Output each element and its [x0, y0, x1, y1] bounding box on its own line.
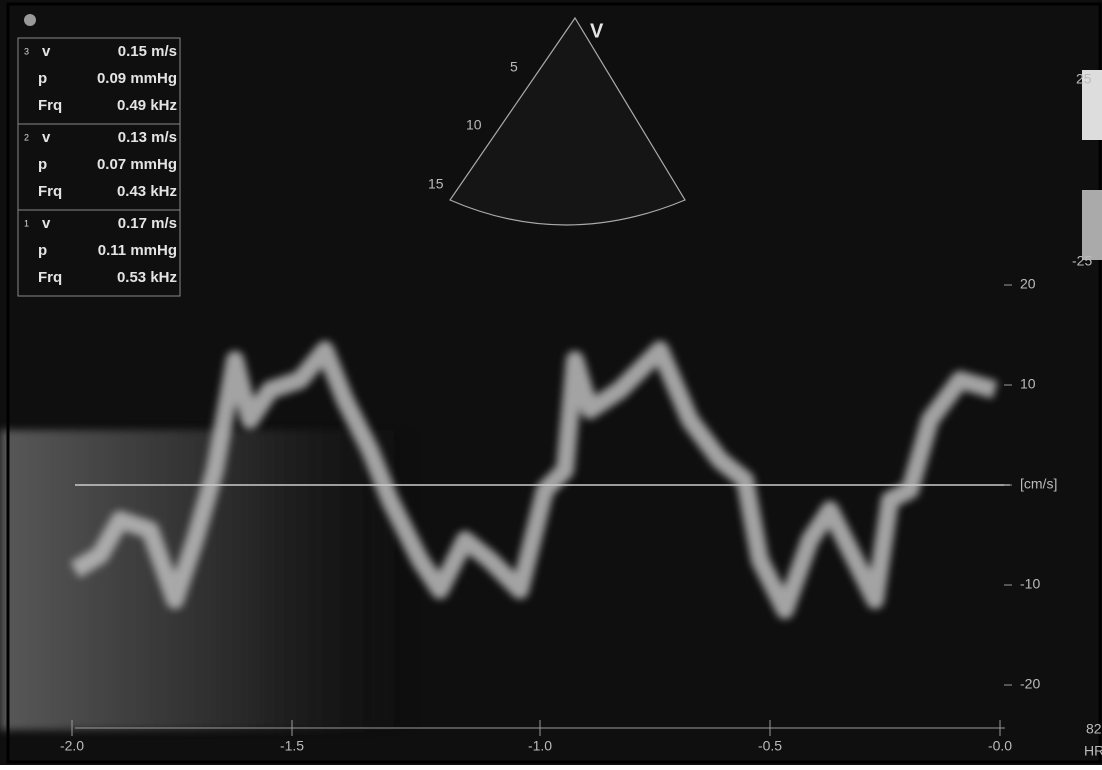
- velocity-label: [cm/s]: [1020, 476, 1057, 492]
- measurement-label: p: [38, 156, 47, 173]
- measurement-label: p: [38, 242, 47, 259]
- time-label: -0.0: [988, 738, 1012, 754]
- measurement-value: 0.43 kHz: [117, 183, 177, 200]
- measurement-value: 0.07 mmHg: [97, 156, 177, 173]
- color-bar: [1082, 190, 1102, 260]
- sector-depth: 10: [466, 117, 482, 133]
- icon: [24, 14, 36, 26]
- measurement-label: Frq: [38, 183, 62, 200]
- measurement-value: 0.15 m/s: [118, 43, 177, 60]
- velocity-label: 10: [1020, 376, 1036, 392]
- heart-rate-label: HR: [1084, 743, 1102, 759]
- sector-depth: 15: [428, 176, 444, 192]
- measurements: 3 v 0.15 m/s p 0.09 mmHg Frq 0.49 kHz 2 v 0.13 m/…: [24, 43, 177, 286]
- velocity-label: 20: [1020, 276, 1036, 292]
- heart-rate: 82: [1086, 721, 1102, 737]
- measurement-value: 0.53 kHz: [117, 269, 177, 286]
- velocity-label: -10: [1020, 576, 1040, 592]
- measurement-value: 0.13 m/s: [118, 129, 177, 146]
- measurement-index: 1: [24, 218, 29, 228]
- measurement-value: 0.17 m/s: [118, 215, 177, 232]
- measurement-index: 2: [24, 132, 29, 142]
- measurement-index: 3: [24, 46, 29, 56]
- measurement-label: p: [38, 70, 47, 87]
- measurement-value: 0.09 mmHg: [97, 70, 177, 87]
- time-label: -0.5: [758, 738, 782, 754]
- sector-depth: 5: [510, 59, 518, 75]
- color-bar-label: 25: [1076, 71, 1092, 87]
- measurement-label: v: [42, 43, 51, 60]
- sector-label: V: [590, 20, 604, 42]
- color-bar-label: -25: [1072, 253, 1092, 269]
- time-label: -1.5: [280, 738, 304, 754]
- doppler-screen: 3 v 0.15 m/s p 0.09 mmHg Frq 0.49 kHz 2 v 0.13 m/…: [0, 0, 1102, 765]
- measurement-label: Frq: [38, 97, 62, 114]
- measurement-label: Frq: [38, 269, 62, 286]
- measurement-value: 0.49 kHz: [117, 97, 177, 114]
- noise-haze: [0, 430, 700, 730]
- measurement-label: v: [42, 129, 51, 146]
- velocity-label: -20: [1020, 676, 1040, 692]
- measurement-label: v: [42, 215, 51, 232]
- time-label: -1.0: [528, 738, 552, 754]
- time-label: -2.0: [60, 738, 84, 754]
- measurement-value: 0.11 mmHg: [98, 242, 177, 259]
